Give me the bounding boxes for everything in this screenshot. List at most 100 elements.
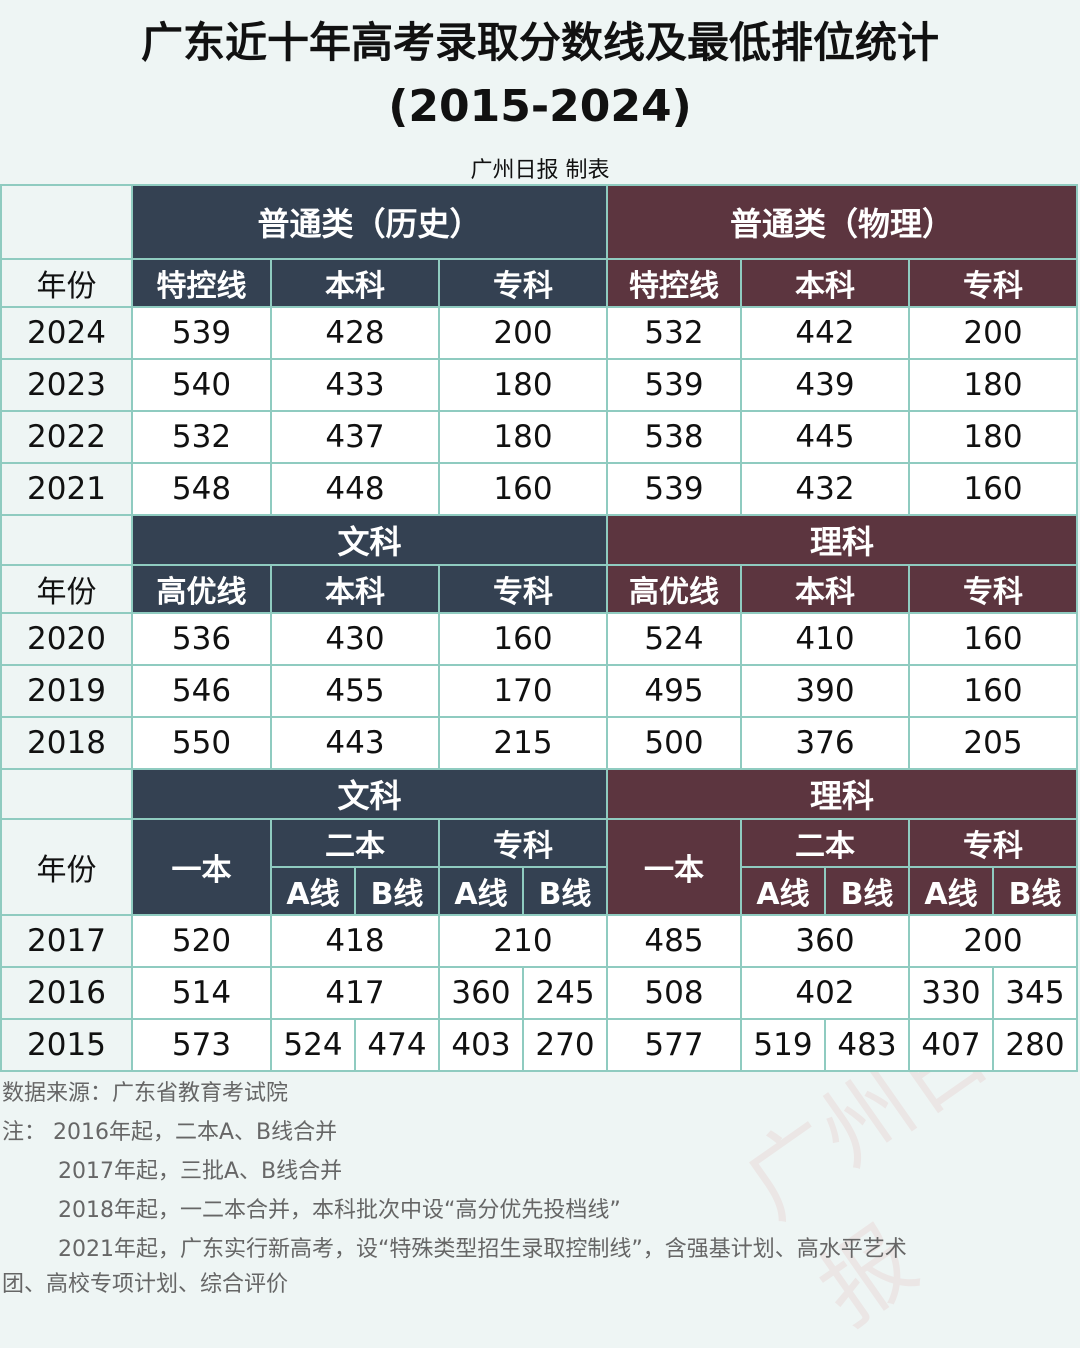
score-cell: 442 bbox=[740, 306, 910, 360]
year-header: 年份 bbox=[0, 258, 133, 308]
col-header-tekong: 特控线 bbox=[131, 258, 272, 308]
year-cell: 2015 bbox=[0, 1018, 133, 1072]
note-line: 注： 2016年起，二本A、B线合并 bbox=[2, 1120, 338, 1145]
score-cell: 330 bbox=[908, 966, 994, 1020]
col-header-gaoyou: 高优线 bbox=[131, 564, 272, 614]
score-cell: 514 bbox=[131, 966, 272, 1020]
score-cell: 390 bbox=[740, 664, 910, 718]
score-cell: 524 bbox=[270, 1018, 356, 1072]
score-cell: 280 bbox=[992, 1018, 1078, 1072]
score-cell: 540 bbox=[131, 358, 272, 412]
score-cell: 410 bbox=[740, 612, 910, 666]
score-cell: 532 bbox=[131, 410, 272, 464]
col-header-a-line: A线 bbox=[908, 866, 994, 916]
score-cell: 418 bbox=[270, 914, 440, 968]
score-cell: 205 bbox=[908, 716, 1078, 770]
score-cell: 532 bbox=[606, 306, 742, 360]
table-row: 2017 520 418 210 485 360 200 bbox=[0, 914, 1078, 968]
credit-line: 广州日报 制表 bbox=[470, 158, 610, 183]
page-subtitle: (2015-2024) bbox=[388, 81, 692, 132]
year-cell: 2021 bbox=[0, 462, 133, 516]
score-cell: 245 bbox=[522, 966, 608, 1020]
score-cell: 577 bbox=[606, 1018, 742, 1072]
score-cell: 433 bbox=[270, 358, 440, 412]
blank-cell bbox=[0, 768, 133, 820]
year-header: 年份 bbox=[0, 564, 133, 614]
score-cell: 548 bbox=[131, 462, 272, 516]
col-header-yiben: 一本 bbox=[606, 818, 742, 916]
group-header-wenke: 文科 bbox=[131, 768, 608, 820]
col-header-benke: 本科 bbox=[270, 564, 440, 614]
year-cell: 2024 bbox=[0, 306, 133, 360]
score-cell: 210 bbox=[438, 914, 608, 968]
score-cell: 483 bbox=[824, 1018, 910, 1072]
blank-cell bbox=[0, 184, 133, 260]
score-cell: 443 bbox=[270, 716, 440, 770]
year-cell: 2022 bbox=[0, 410, 133, 464]
year-cell: 2017 bbox=[0, 914, 133, 968]
score-cell: 448 bbox=[270, 462, 440, 516]
col-header-b-line: B线 bbox=[354, 866, 440, 916]
score-cell: 524 bbox=[606, 612, 742, 666]
score-cell: 180 bbox=[908, 410, 1078, 464]
year-cell: 2020 bbox=[0, 612, 133, 666]
score-cell: 437 bbox=[270, 410, 440, 464]
col-header-zhuanke: 专科 bbox=[438, 258, 608, 308]
year-cell: 2023 bbox=[0, 358, 133, 412]
col-header-zhuanke: 专科 bbox=[908, 818, 1078, 868]
score-cell: 160 bbox=[908, 462, 1078, 516]
note-line: 团、高校专项计划、综合评价 bbox=[2, 1272, 289, 1297]
score-cell: 376 bbox=[740, 716, 910, 770]
group-header-history: 普通类（历史） bbox=[131, 184, 608, 260]
col-header-b-line: B线 bbox=[522, 866, 608, 916]
score-cell: 160 bbox=[438, 462, 608, 516]
score-cell: 160 bbox=[908, 612, 1078, 666]
col-header-benke: 本科 bbox=[740, 258, 910, 308]
blank-cell bbox=[0, 514, 133, 566]
score-cell: 445 bbox=[740, 410, 910, 464]
note-line: 2018年起，一二本合并，本科批次中设“高分优先投档线” bbox=[58, 1198, 621, 1223]
score-cell: 432 bbox=[740, 462, 910, 516]
group-header-wenke: 文科 bbox=[131, 514, 608, 566]
col-header-a-line: A线 bbox=[270, 866, 356, 916]
page-title: 广东近十年高考录取分数线及最低排位统计 bbox=[140, 18, 939, 67]
year-cell: 2019 bbox=[0, 664, 133, 718]
score-cell: 536 bbox=[131, 612, 272, 666]
col-header-a-line: A线 bbox=[740, 866, 826, 916]
score-cell: 180 bbox=[438, 410, 608, 464]
score-cell: 215 bbox=[438, 716, 608, 770]
group-header-like: 理科 bbox=[606, 514, 1078, 566]
table-row: 2019 546 455 170 495 390 160 bbox=[0, 664, 1078, 718]
col-header-zhuanke: 专科 bbox=[908, 258, 1078, 308]
col-header-benke: 本科 bbox=[270, 258, 440, 308]
year-header: 年份 bbox=[0, 818, 133, 916]
col-header-gaoyou: 高优线 bbox=[606, 564, 742, 614]
score-cell: 539 bbox=[131, 306, 272, 360]
score-cell: 402 bbox=[740, 966, 910, 1020]
col-header-zhuanke: 专科 bbox=[438, 564, 608, 614]
group-header-like: 理科 bbox=[606, 768, 1078, 820]
year-cell: 2018 bbox=[0, 716, 133, 770]
score-cell: 519 bbox=[740, 1018, 826, 1072]
score-cell: 495 bbox=[606, 664, 742, 718]
col-header-b-line: B线 bbox=[824, 866, 910, 916]
score-cell: 345 bbox=[992, 966, 1078, 1020]
score-cell: 520 bbox=[131, 914, 272, 968]
score-cell: 455 bbox=[270, 664, 440, 718]
note-line: 2021年起，广东实行新高考，设“特殊类型招生录取控制线”，含强基计划、高水平艺… bbox=[58, 1237, 907, 1262]
score-cell: 439 bbox=[740, 358, 910, 412]
table-row: 2018 550 443 215 500 376 205 bbox=[0, 716, 1078, 770]
col-header-zhuanke: 专科 bbox=[908, 564, 1078, 614]
table-row: 2015 573 524 474 403 270 577 519 483 407… bbox=[0, 1018, 1078, 1072]
score-cell: 180 bbox=[438, 358, 608, 412]
score-cell: 550 bbox=[131, 716, 272, 770]
col-header-a-line: A线 bbox=[438, 866, 524, 916]
score-cell: 160 bbox=[908, 664, 1078, 718]
note-line: 2017年起，三批A、B线合并 bbox=[58, 1159, 343, 1184]
col-header-yiben: 一本 bbox=[131, 818, 272, 916]
score-cell: 428 bbox=[270, 306, 440, 360]
group-header-physics: 普通类（物理） bbox=[606, 184, 1078, 260]
score-cell: 538 bbox=[606, 410, 742, 464]
score-cell: 200 bbox=[908, 914, 1078, 968]
score-cell: 170 bbox=[438, 664, 608, 718]
